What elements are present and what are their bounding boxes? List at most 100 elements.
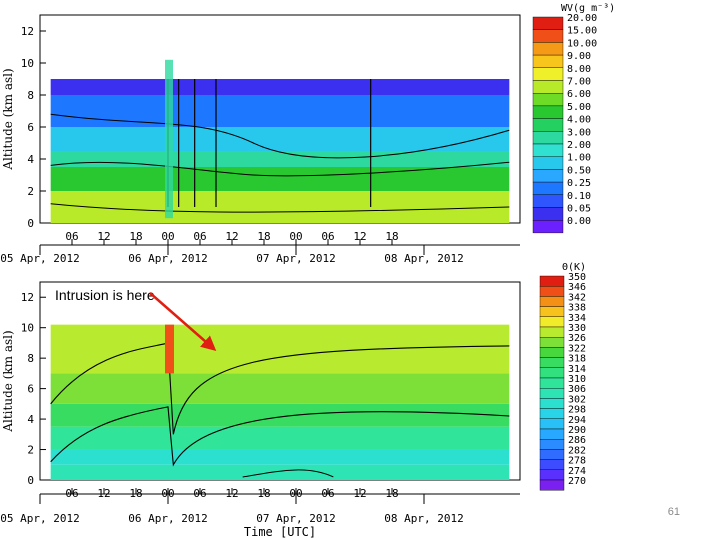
contour-line	[50, 406, 510, 467]
colorbar-swatch	[532, 92, 564, 107]
colorbar-swatch	[539, 296, 565, 307]
y-tick-label: 2	[27, 444, 34, 457]
colorbar-swatch	[539, 357, 565, 369]
y-tick-label: 8	[27, 352, 34, 365]
date-label: 07 Apr, 2012	[256, 252, 335, 265]
colorbar-label: 314	[568, 364, 586, 375]
wv-intrusion-column	[165, 59, 173, 219]
colorbar-swatch	[532, 67, 564, 81]
field-layer	[50, 127, 510, 151]
x-tick-label: 18	[129, 487, 142, 500]
colorbar-swatch	[539, 326, 565, 338]
y-tick-label: 2	[27, 185, 34, 198]
colorbar-swatch	[539, 377, 565, 389]
colorbar-swatch	[539, 286, 565, 297]
colorbar-label: 350	[568, 272, 586, 283]
colorbar-label: 346	[568, 282, 586, 293]
field-layer	[50, 426, 510, 450]
x-tick-label: 12	[97, 230, 110, 243]
colorbar-swatch	[532, 219, 564, 234]
x-tick-label: 00	[161, 487, 174, 500]
date-label: 06 Apr, 2012	[128, 252, 207, 265]
colorbar-label: 0.25	[567, 178, 591, 189]
colorbar-swatch	[539, 316, 565, 328]
contour-line	[50, 113, 510, 159]
colorbar-label: 0.00	[567, 216, 591, 227]
colorbar-swatch	[539, 408, 565, 420]
x-axis-label: Time [UTC]	[244, 525, 316, 539]
colorbar-swatch	[539, 479, 565, 491]
colorbar-swatch	[539, 398, 565, 409]
contour-line	[50, 161, 510, 177]
colorbar-swatch	[532, 181, 564, 196]
colorbar-swatch	[532, 54, 564, 68]
colorbar-label: 9.00	[567, 51, 591, 62]
intrusion-arrow	[149, 292, 217, 351]
colorbar-label: 0.50	[567, 165, 591, 176]
colorbar-label: 270	[568, 476, 586, 487]
contour-line	[50, 342, 510, 435]
colorbar-label: 8.00	[567, 64, 591, 75]
colorbar-swatch	[532, 118, 564, 132]
colorbar-swatch	[532, 207, 564, 221]
colorbar-swatch	[539, 449, 565, 460]
colorbar-swatch	[539, 388, 565, 399]
y-tick-label: 0	[27, 217, 34, 230]
y-axis-label: Altitude (km asl)	[1, 330, 15, 432]
x-tick-label: 12	[353, 230, 366, 243]
y-tick-label: 4	[27, 413, 34, 426]
colorbar-label: 5.00	[567, 102, 591, 113]
field-layer	[50, 449, 510, 465]
colorbar-label: 274	[568, 466, 586, 477]
colorbar-swatch	[532, 143, 564, 157]
date-label: 08 Apr, 2012	[384, 512, 463, 525]
wv-chart: 0 2 4 6 8 10 12 Altitude (km asl) 06 12 18 00 06 12 18…	[0, 3, 615, 265]
colorbar-label: 282	[568, 445, 586, 456]
contour-line	[242, 469, 334, 478]
x-tick-label: 06	[65, 487, 78, 500]
colorbar-label: 334	[568, 313, 586, 324]
colorbar-label: 322	[568, 343, 586, 354]
colorbar-swatch	[532, 131, 564, 145]
x-tick-label: 18	[257, 230, 270, 243]
x-tick-label: 18	[129, 230, 142, 243]
theta-chart: 0 2 4 6 8 10 12 Altitude (km asl) 06 12 18 00 06 12 18…	[0, 262, 586, 539]
colorbar-label: 1.00	[567, 153, 591, 164]
field-layer	[50, 373, 510, 404]
field-layer	[50, 79, 510, 95]
x-tick-label: 06	[193, 487, 206, 500]
y-tick-label: 0	[27, 474, 34, 487]
colorbar-swatch	[539, 306, 565, 318]
x-tick-label: 12	[97, 487, 110, 500]
colorbar-swatch	[539, 275, 565, 287]
colorbar-swatch	[532, 105, 564, 119]
x-tick-label: 12	[225, 487, 238, 500]
x-tick-label: 06	[193, 230, 206, 243]
colorbar-label: 286	[568, 435, 586, 446]
colorbar-label: 342	[568, 292, 586, 303]
y-tick-label: 6	[27, 121, 34, 134]
colorbar-swatch	[539, 337, 565, 348]
colorbar-swatch	[539, 439, 565, 450]
x-tick-label: 06	[321, 230, 334, 243]
colorbar-label: 4.00	[567, 115, 591, 126]
slide-number: 61	[667, 506, 680, 518]
colorbar-label: 310	[568, 374, 586, 385]
field-layer	[50, 95, 510, 127]
colorbar-swatch	[532, 16, 564, 30]
field-layer	[50, 191, 510, 223]
colorbar-label: 338	[568, 303, 586, 314]
x-tick-label: 00	[289, 230, 302, 243]
colorbar-title: WV(g m⁻³)	[561, 3, 615, 14]
date-label: 05 Apr, 2012	[0, 512, 79, 525]
colorbar-swatch	[539, 347, 565, 358]
colorbar-label: 306	[568, 384, 586, 395]
colorbar-label: 0.10	[567, 191, 591, 202]
x-tick-label: 12	[353, 487, 366, 500]
date-label: 08 Apr, 2012	[384, 252, 463, 265]
x-tick-label: 18	[257, 487, 270, 500]
colorbar-label: 20.00	[567, 13, 597, 24]
y-tick-label: 10	[21, 322, 34, 335]
field-layer	[50, 151, 510, 167]
field-layer	[50, 324, 510, 374]
